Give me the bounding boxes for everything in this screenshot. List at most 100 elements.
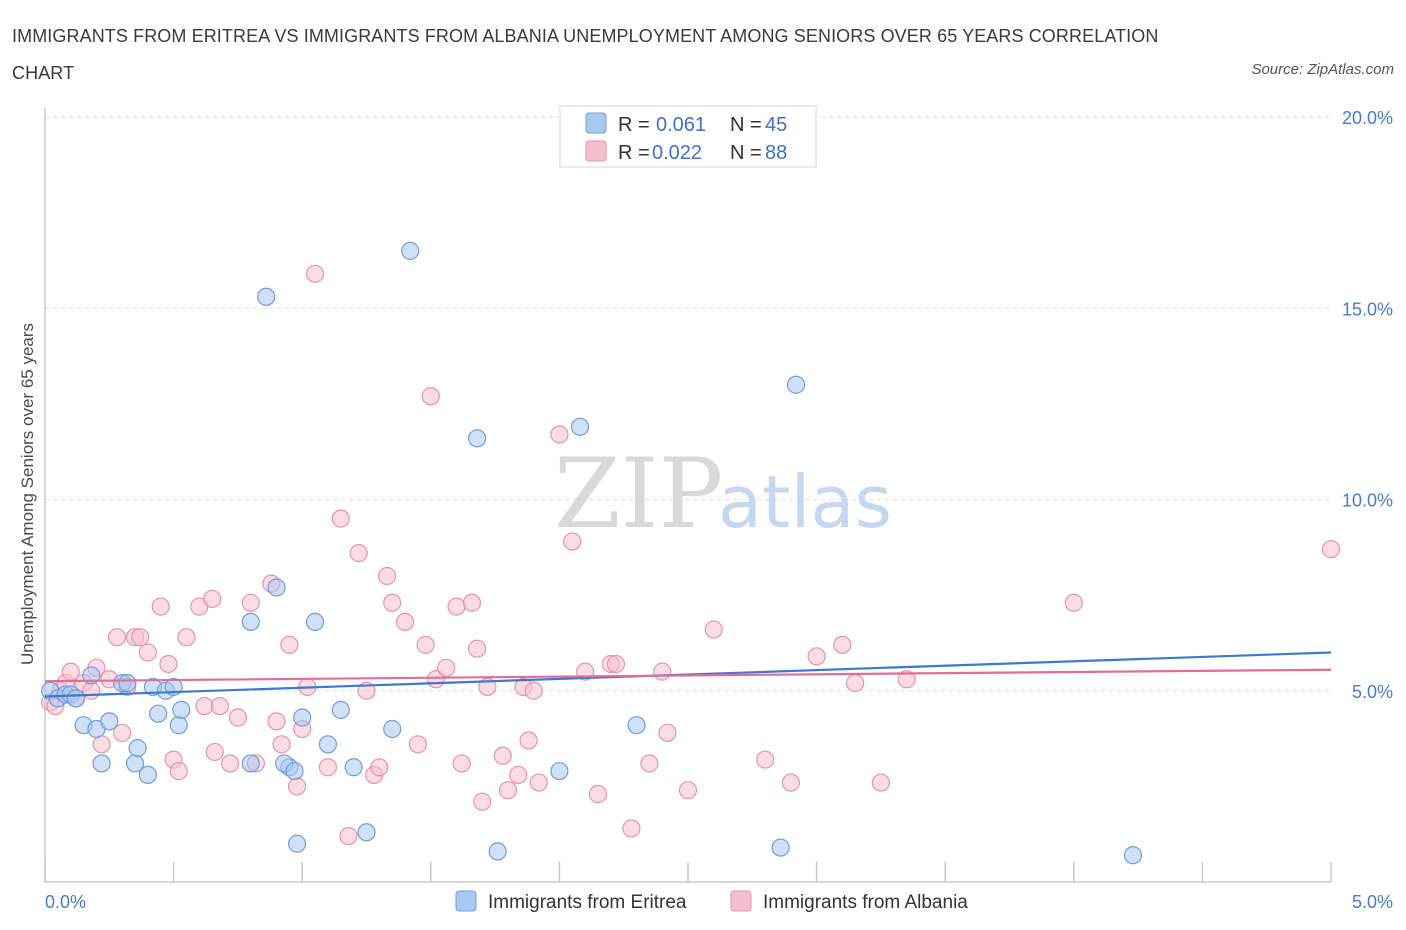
point-eritrea-14 [138,765,157,785]
point-albania-28 [228,708,247,727]
legend-n-label-eritrea: N = [730,114,762,136]
point-eritrea-9 [100,712,119,731]
point-albania-27 [221,754,240,773]
point-albania-41 [339,826,358,846]
x-tick-label-min: 0.0% [45,892,86,912]
point-albania-76 [658,723,677,742]
point-eritrea-29 [305,612,325,632]
point-albania-20 [169,761,188,781]
point-albania-81 [807,647,826,666]
bottom-legend-swatch-albania [730,890,752,912]
point-albania-59 [478,677,497,697]
point-eritrea-16 [149,704,168,723]
point-albania-40 [331,509,350,528]
point-albania-42 [349,543,368,563]
point-albania-9 [92,735,111,754]
legend-r-label-eritrea: R = [618,114,650,136]
point-albania-35 [287,777,307,796]
point-albania-66 [529,773,548,792]
y-tick-label-2: 15.0% [1342,299,1393,319]
point-eritrea-41 [771,838,790,857]
point-albania-38 [305,264,325,283]
point-albania-83 [846,673,865,693]
point-albania-34 [280,635,299,654]
point-eritrea-38 [550,761,569,781]
point-albania-77 [678,781,698,800]
point-albania-45 [370,758,389,777]
point-albania-60 [493,746,512,765]
point-albania-21 [177,628,196,647]
point-albania-29 [241,593,260,612]
x-tick-marks [44,862,1332,882]
point-albania-65 [524,681,543,700]
point-eritrea-13 [128,739,147,758]
point-albania-61 [498,781,518,800]
point-albania-39 [318,758,338,777]
point-albania-24 [203,589,222,609]
legend-r-label-albania: R = [618,142,650,164]
point-albania-85 [897,670,916,689]
point-albania-86 [1064,593,1083,612]
point-albania-72 [606,654,626,674]
point-albania-11 [107,628,127,647]
point-albania-70 [588,784,608,804]
legend-r-value-eritrea: 0.061 [656,114,706,136]
point-albania-15 [131,628,150,647]
series-legend: Immigrants from Eritrea Immigrants from … [455,890,968,913]
point-eritrea-30 [318,735,338,754]
legend-swatch-albania [585,140,607,162]
point-albania-56 [462,593,482,612]
point-albania-74 [640,754,659,773]
point-albania-67 [550,425,569,444]
point-eritrea-43 [1123,846,1143,865]
bottom-legend-label-albania: Immigrants from Albania [763,892,968,913]
source-label: Source: ZipAtlas.com [1251,61,1394,78]
point-eritrea-11 [118,673,137,693]
point-eritrea-8 [92,754,111,773]
y-axis-label: Unemployment Among Seniors over 65 years [18,323,37,665]
point-albania-18 [159,654,178,674]
point-eritrea-19 [169,716,188,735]
point-eritrea-33 [357,823,376,842]
point-eritrea-39 [570,417,590,436]
point-eritrea-4 [66,689,85,708]
point-albania-46 [377,566,397,586]
watermark-zip: ZIP [554,438,723,550]
point-albania-26 [210,696,229,716]
x-tick-label-max: 5.0% [1352,892,1393,912]
point-albania-49 [408,735,428,754]
point-albania-53 [437,658,456,677]
point-eritrea-44 [287,834,307,853]
point-albania-32 [267,712,286,731]
point-eritrea-40 [627,716,646,735]
point-albania-17 [151,597,170,616]
point-albania-78 [704,620,723,639]
point-albania-62 [509,765,528,785]
point-eritrea-31 [331,700,350,719]
point-eritrea-24 [267,578,286,597]
point-albania-33 [272,735,291,754]
point-albania-48 [395,612,415,632]
point-albania-73 [622,819,641,838]
point-eritrea-28 [293,708,312,727]
point-eritrea-21 [241,754,260,773]
bottom-legend-label-eritrea: Immigrants from Eritrea [488,892,687,913]
point-albania-55 [452,754,471,773]
point-eritrea-22 [241,612,260,632]
point-eritrea-32 [344,758,363,777]
y-tick-label-0: 5.0% [1352,682,1393,702]
legend-swatch-eritrea [585,112,607,134]
point-eritrea-42 [786,375,806,394]
series-eritrea-points [41,241,1143,865]
y-tick-label-1: 10.0% [1342,491,1393,511]
point-albania-87 [1321,540,1341,559]
point-albania-54 [447,597,466,616]
legend-n-value-eritrea: 45 [765,114,787,136]
point-eritrea-20 [172,700,191,719]
point-eritrea-27 [285,761,304,781]
point-albania-79 [756,750,775,769]
point-albania-23 [195,696,214,716]
point-albania-57 [467,639,487,658]
point-eritrea-36 [467,429,487,448]
